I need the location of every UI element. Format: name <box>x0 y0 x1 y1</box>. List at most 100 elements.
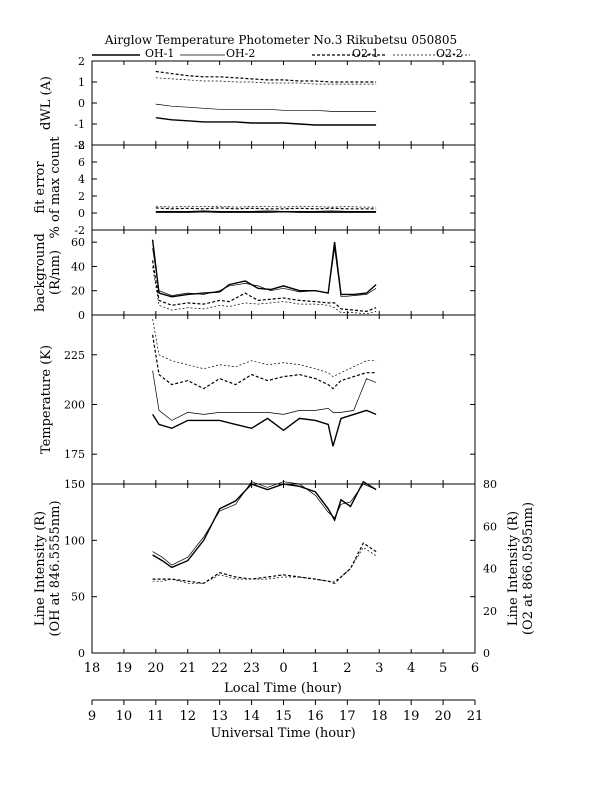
y-tick-label: 100 <box>64 534 85 547</box>
y2-tick-label: 20 <box>483 605 497 618</box>
y-axis-label-2: (OH at 846.5555nm) <box>48 500 63 636</box>
y2-tick-label: 60 <box>483 520 497 533</box>
series-line-o2-2 <box>152 546 377 584</box>
y-tick-label: 200 <box>64 398 85 411</box>
series-line-o2-1 <box>152 334 377 390</box>
local-time-tick-label: 18 <box>84 661 101 676</box>
local-time-tick-label: 1 <box>311 661 319 676</box>
universal-time-tick-label: 18 <box>371 709 388 724</box>
series-line-o2-1 <box>155 70 377 83</box>
y-tick-label: 0 <box>78 647 85 660</box>
universal-time-axis: 9 10 11 12 13 14 15 16 17 18 19 20 21 <box>88 699 484 724</box>
y-tick-label: 175 <box>64 448 85 461</box>
legend: OH-1 OH-2 O2-1 O2-2 <box>92 47 470 60</box>
universal-time-tick-label: 20 <box>435 709 452 724</box>
series-line-oh-1 <box>152 480 377 569</box>
local-time-tick-label: 22 <box>211 661 228 676</box>
y-tick-label: 0 <box>78 207 85 220</box>
local-time-tick-label: 0 <box>279 661 287 676</box>
local-time-tick-label: 23 <box>243 661 260 676</box>
series-line-o2-2 <box>155 77 377 85</box>
universal-time-tick-label: 21 <box>467 709 484 724</box>
local-time-tick-label: 6 <box>471 661 479 676</box>
y-axis-label: fit error <box>33 161 48 214</box>
y-axis-label: Temperature (K) <box>39 345 54 454</box>
series-line-oh-2 <box>152 370 377 421</box>
y-tick-label: 4 <box>78 173 85 186</box>
y-tick-label: -1 <box>74 118 85 131</box>
series-line-o2-2 <box>152 318 377 378</box>
universal-time-tick-label: 17 <box>339 709 356 724</box>
y-axis-label: background <box>33 233 48 312</box>
chart-title: Airglow Temperature Photometer No.3 Riku… <box>104 33 457 47</box>
legend-label-oh-1: OH-1 <box>145 47 174 60</box>
local-time-tick-label: 20 <box>148 661 165 676</box>
local-time-tick-label: 5 <box>439 661 447 676</box>
legend-label-o2-1: O2-1 <box>352 47 379 60</box>
y-tick-label: 20 <box>71 285 85 298</box>
panel-4: 225 200 175 Temperature (K) <box>39 314 476 485</box>
series-line-oh-2 <box>155 103 377 112</box>
y-tick-label: 1 <box>78 76 85 89</box>
panel-3: 60 40 20 0 background (R/nm) <box>33 229 476 322</box>
panel-1: 2 1 0 -1 -2 dWL (A) <box>39 55 476 152</box>
local-time-axis: 18 19 20 21 22 23 0 1 2 3 4 5 6 <box>84 661 479 676</box>
universal-time-tick-label: 14 <box>243 709 260 724</box>
y-tick-label: 40 <box>71 260 85 273</box>
local-time-tick-label: 21 <box>179 661 196 676</box>
series-line-oh-2 <box>152 248 377 298</box>
y2-tick-label: 0 <box>483 647 490 660</box>
local-time-axis-label: Local Time (hour) <box>224 681 342 696</box>
y-axis-label-2: (R/nm) <box>48 250 63 295</box>
local-time-tick-label: 3 <box>375 661 383 676</box>
panel-frame <box>91 314 476 485</box>
y-axis-label: Line Intensity (R) <box>33 511 48 626</box>
y2-tick-label: 40 <box>483 563 497 576</box>
series-line-oh-1 <box>155 117 377 126</box>
y-tick-label: 2 <box>78 190 85 203</box>
y-tick-label: 0 <box>78 309 85 322</box>
panel-frame <box>91 483 476 654</box>
universal-time-tick-label: 10 <box>116 709 133 724</box>
y-tick-label: 225 <box>64 349 85 362</box>
y-tick-label: 8 <box>78 139 85 152</box>
y-tick-label: 2 <box>78 55 85 68</box>
y-tick-label: -2 <box>74 224 85 237</box>
universal-time-tick-label: 15 <box>275 709 292 724</box>
y-tick-label: 60 <box>71 236 85 249</box>
series-line-o2-2 <box>155 205 377 208</box>
y-tick-label: 150 <box>64 478 85 491</box>
legend-label-oh-2: OH-2 <box>226 47 255 60</box>
universal-time-tick-label: 13 <box>211 709 228 724</box>
universal-time-tick-label: 19 <box>403 709 420 724</box>
series-line-oh-2 <box>152 481 377 566</box>
local-time-tick-label: 4 <box>407 661 415 676</box>
universal-time-axis-label: Universal Time (hour) <box>210 726 355 741</box>
series-line-o2-1 <box>155 207 377 210</box>
series-line-oh-1 <box>152 409 377 447</box>
y-axis-label-2: % of max count <box>48 136 63 239</box>
y-tick-label: 50 <box>71 591 85 604</box>
y-axis-label: dWL (A) <box>39 76 54 130</box>
y-tick-label: 0 <box>78 97 85 110</box>
y2-axis-label: Line Intensity (R) <box>506 511 521 626</box>
series-line-oh-1 <box>155 210 377 213</box>
series-line-o2-2 <box>152 266 377 315</box>
panel-frame <box>91 144 476 231</box>
y-tick-label: 6 <box>78 156 85 169</box>
universal-time-tick-label: 11 <box>148 709 165 724</box>
universal-time-tick-label: 12 <box>179 709 196 724</box>
y2-axis-label-2: (O2 at 866.0595nm) <box>521 502 536 635</box>
universal-time-tick-label: 16 <box>307 709 324 724</box>
y2-tick-label: 80 <box>483 478 497 491</box>
local-time-tick-label: 19 <box>116 661 133 676</box>
series-line-o2-1 <box>152 542 377 584</box>
panel-frame <box>91 229 476 316</box>
universal-time-tick-label: 9 <box>88 709 96 724</box>
series-line-o2-1 <box>152 260 377 313</box>
legend-label-o2-2: O2-2 <box>436 47 463 60</box>
